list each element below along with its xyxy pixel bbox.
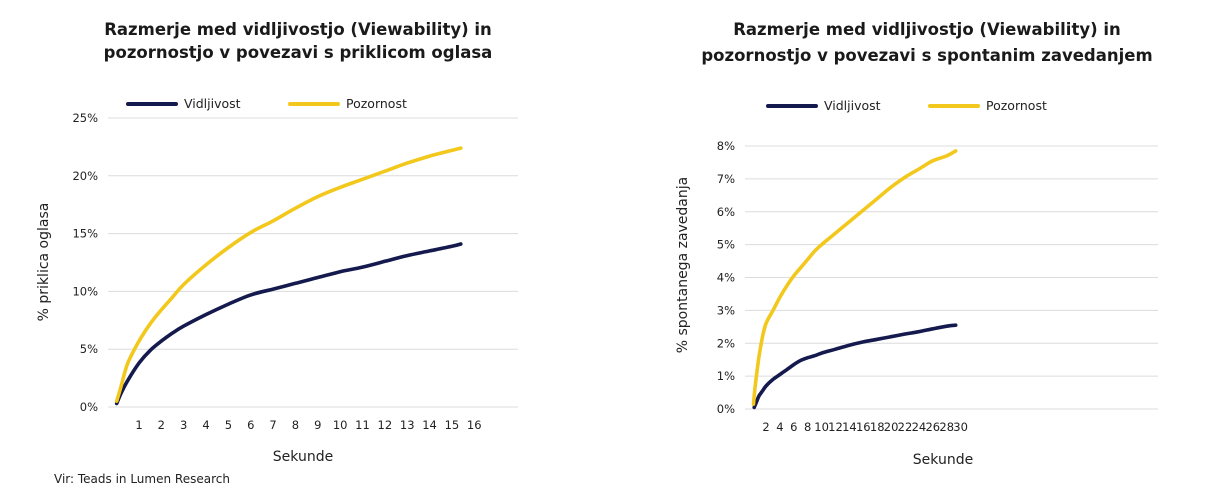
x-tick-label: 10 <box>333 418 348 432</box>
x-tick-label: 6 <box>790 420 797 434</box>
x-tick-label: 18 <box>870 420 885 434</box>
x-tick-label: 30 <box>953 420 968 434</box>
y-tick-label: 5% <box>80 342 98 356</box>
y-axis-label: % priklica oglasa <box>36 203 52 322</box>
y-tick-label: 1% <box>717 369 735 383</box>
y-tick-label: 20% <box>72 169 98 183</box>
y-tick-label: 6% <box>717 205 735 219</box>
legend-label: Vidljivost <box>184 96 241 111</box>
x-tick-label: 14 <box>842 420 857 434</box>
x-tick-label: 4 <box>776 420 783 434</box>
chart-title-line: pozornostjo v povezavi s spontanim zaved… <box>701 46 1152 65</box>
y-tick-label: 0% <box>80 400 98 414</box>
x-tick-label: 7 <box>269 418 276 432</box>
legend-label: Pozornost <box>986 98 1047 113</box>
y-tick-label: 2% <box>717 336 735 350</box>
x-tick-label: 16 <box>467 418 482 432</box>
series-line-vidljivost <box>752 323 958 410</box>
legend-label: Vidljivost <box>824 98 881 113</box>
x-tick-label: 28 <box>939 420 954 434</box>
series-line-vidljivost <box>114 242 463 406</box>
x-tick-label: 26 <box>925 420 940 434</box>
x-tick-label: 3 <box>180 418 187 432</box>
legend-label: Pozornost <box>346 96 407 111</box>
x-tick-label: 12 <box>828 420 843 434</box>
x-tick-label: 11 <box>355 418 370 432</box>
x-tick-label: 9 <box>314 418 321 432</box>
x-tick-label: 8 <box>292 418 299 432</box>
x-tick-label: 24 <box>912 420 927 434</box>
x-tick-label: 6 <box>247 418 254 432</box>
x-tick-label: 5 <box>225 418 232 432</box>
x-tick-label: 2 <box>762 420 769 434</box>
x-tick-label: 10 <box>814 420 829 434</box>
y-axis-label: % spontanega zavedanja <box>675 177 691 353</box>
y-tick-label: 5% <box>717 238 735 252</box>
chart-title-line: pozornostjo v povezavi s priklicom oglas… <box>104 43 493 62</box>
chart-title-line: Razmerje med vidljivostjo (Viewability) … <box>104 20 492 39</box>
y-tick-label: 10% <box>72 284 98 298</box>
x-tick-label: 20 <box>884 420 899 434</box>
chart-2: Razmerje med vidljivostjo (Viewability) … <box>675 20 1158 468</box>
x-tick-label: 8 <box>804 420 811 434</box>
x-axis-label: Sekunde <box>913 452 973 468</box>
y-tick-label: 0% <box>717 402 735 416</box>
y-tick-label: 7% <box>717 172 735 186</box>
x-tick-label: 12 <box>378 418 393 432</box>
x-tick-label: 2 <box>158 418 165 432</box>
chart-title-line: Razmerje med vidljivostjo (Viewability) … <box>733 20 1121 39</box>
chart-1: Razmerje med vidljivostjo (Viewability) … <box>36 20 518 465</box>
x-axis-label: Sekunde <box>273 449 333 465</box>
y-tick-label: 25% <box>72 111 98 125</box>
x-tick-label: 13 <box>400 418 415 432</box>
y-tick-label: 4% <box>717 271 735 285</box>
y-tick-label: 15% <box>72 227 98 241</box>
x-tick-label: 22 <box>898 420 913 434</box>
x-tick-label: 1 <box>135 418 142 432</box>
x-tick-label: 15 <box>445 418 460 432</box>
series-line-pozornost <box>751 149 958 406</box>
y-tick-label: 3% <box>717 303 735 317</box>
x-tick-label: 16 <box>856 420 871 434</box>
x-tick-label: 14 <box>422 418 437 432</box>
source-note: Vir: Teads in Lumen Research <box>54 472 230 486</box>
x-tick-label: 4 <box>202 418 209 432</box>
series-line-pozornost <box>114 146 463 403</box>
y-tick-label: 8% <box>717 139 735 153</box>
